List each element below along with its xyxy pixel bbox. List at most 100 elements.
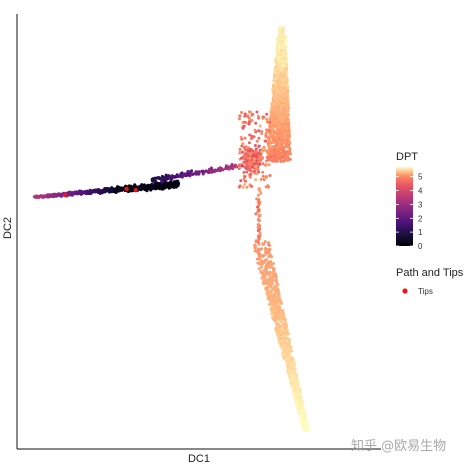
cell-point (281, 45, 285, 49)
cell-point (285, 122, 289, 125)
cell-point (183, 174, 187, 177)
cell-point (246, 115, 250, 118)
cell-point (127, 189, 131, 193)
cell-point (267, 241, 271, 245)
cell-point (77, 191, 81, 195)
cell-point (281, 145, 285, 149)
cell-point (283, 36, 287, 40)
cell-point (168, 177, 172, 180)
cell-point (305, 422, 309, 426)
cell-point (272, 293, 276, 296)
cell-point (278, 154, 282, 158)
cell-point (254, 178, 258, 182)
cell-point (265, 175, 269, 179)
cell-point (233, 164, 237, 168)
cell-point (160, 174, 164, 178)
cell-point (60, 192, 64, 196)
cell-point (248, 183, 252, 187)
cell-point (261, 170, 265, 174)
cell-point (260, 155, 264, 159)
cell-point (250, 151, 253, 155)
cell-point (258, 234, 262, 238)
cell-point (273, 90, 276, 94)
cell-point (277, 329, 281, 333)
cell-point (268, 144, 272, 148)
cell-point (269, 151, 273, 155)
cell-point (284, 132, 288, 136)
cell-point (237, 163, 241, 167)
cell-point (170, 174, 174, 178)
cell-point (155, 176, 159, 180)
cell-point (279, 159, 283, 163)
cell-point (273, 316, 277, 320)
cell-point (296, 391, 299, 395)
cell-point (272, 110, 276, 114)
cell-point (273, 158, 277, 162)
cell-point (272, 295, 276, 299)
colorbar-ticks: 0 1 2 3 4 5 (396, 173, 423, 251)
cell-point (267, 285, 271, 288)
cell-point (265, 112, 269, 116)
cell-point (281, 139, 285, 143)
cell-point (292, 365, 296, 368)
cell-point (275, 306, 279, 310)
cell-point (269, 263, 273, 267)
cell-point (214, 169, 217, 173)
cell-point (271, 267, 275, 271)
cell-point (197, 172, 201, 176)
cell-point (285, 66, 289, 70)
cell-point (277, 106, 281, 110)
cell-point (268, 134, 272, 138)
cell-point (295, 377, 298, 380)
cell-point (278, 40, 282, 44)
cell-point (253, 243, 257, 247)
cell-point (294, 382, 298, 386)
cell-point (284, 102, 288, 106)
cell-point (265, 270, 269, 274)
cell-point (243, 183, 247, 186)
cell-point (271, 271, 275, 274)
cell-point (280, 68, 284, 72)
cell-point (254, 155, 258, 159)
cell-point (159, 186, 163, 190)
cell-point (258, 154, 262, 158)
cell-point (280, 57, 283, 61)
cell-point (268, 243, 271, 247)
cell-point (250, 134, 254, 138)
cell-point (279, 147, 282, 151)
cell-point (240, 156, 243, 160)
cell-point (264, 131, 268, 135)
cell-point (272, 94, 276, 98)
cell-point (293, 371, 297, 375)
cell-point (247, 122, 251, 126)
cell-point (253, 144, 257, 147)
cell-point (242, 170, 246, 174)
cell-point (271, 134, 275, 138)
cell-point (258, 261, 262, 265)
cell-point (147, 186, 151, 190)
cell-point (289, 356, 293, 360)
cell-point (250, 137, 253, 141)
cell-point (277, 143, 281, 146)
cell-point (265, 291, 269, 295)
cell-point (281, 311, 285, 314)
cell-point (262, 279, 266, 283)
cell-point (143, 188, 147, 192)
cell-point (176, 179, 180, 183)
cell-point (288, 346, 292, 350)
cell-point (275, 325, 279, 329)
cell-point (266, 279, 270, 282)
cell-point (257, 136, 261, 140)
cell-point (240, 111, 243, 114)
cell-point (244, 179, 248, 183)
cell-point (255, 139, 259, 143)
cell-point (41, 194, 45, 198)
cell-point (260, 265, 264, 269)
cell-point (255, 167, 259, 171)
cell-point (296, 403, 300, 407)
cell-point (272, 138, 276, 141)
cell-point (290, 386, 294, 390)
cell-point (248, 148, 252, 152)
cell-point (261, 272, 265, 276)
cell-point (281, 93, 285, 97)
